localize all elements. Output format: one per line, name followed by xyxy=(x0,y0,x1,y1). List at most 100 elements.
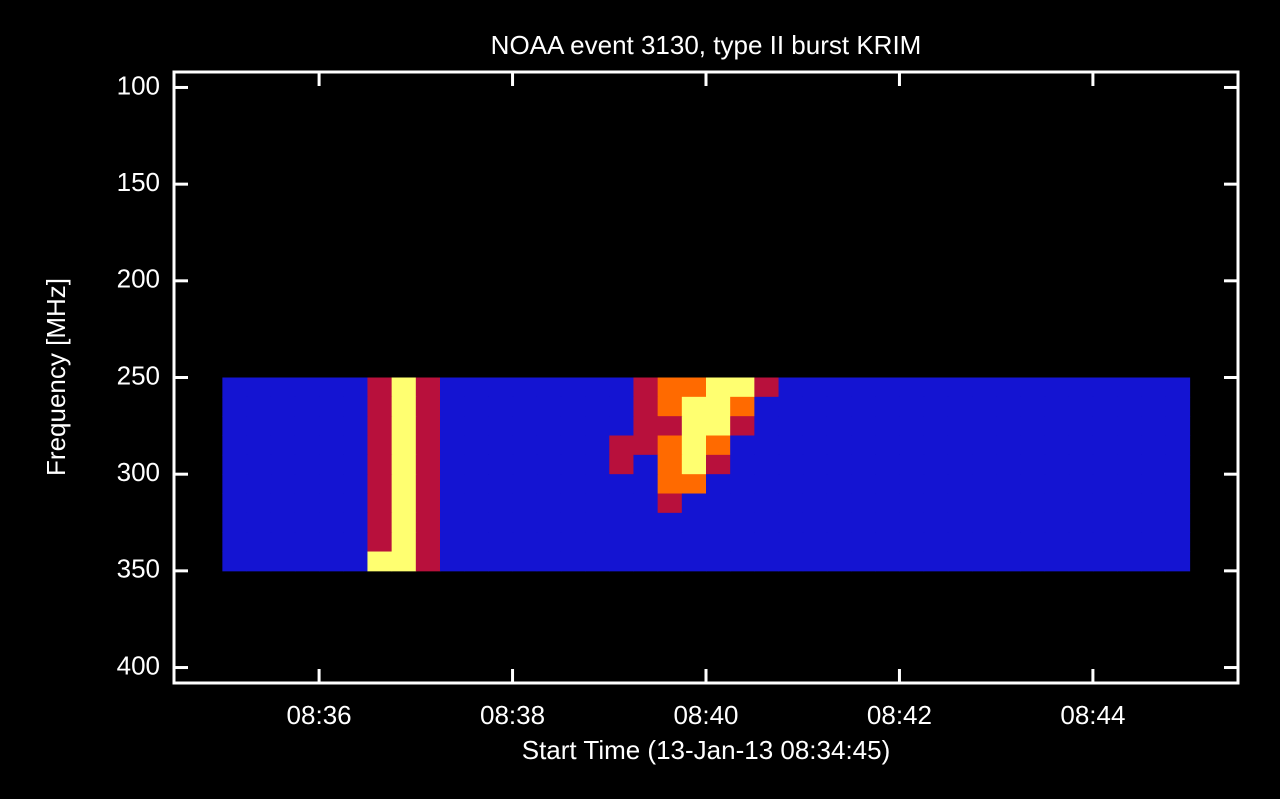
heatmap-cell xyxy=(488,532,514,553)
y-tick-label: 100 xyxy=(117,70,160,100)
heatmap-cell xyxy=(996,396,1021,417)
heatmap-cell xyxy=(464,396,489,417)
heatmap-cell xyxy=(270,377,296,398)
heatmap-cell xyxy=(343,551,368,572)
heatmap-cell xyxy=(367,377,393,398)
heatmap-cell xyxy=(996,532,1021,553)
heatmap-cell xyxy=(972,454,997,475)
heatmap-cell xyxy=(294,512,320,533)
heatmap-cell xyxy=(1117,493,1142,514)
heatmap-cell xyxy=(391,454,417,475)
heatmap-cell xyxy=(585,512,610,533)
heatmap-cell xyxy=(899,551,925,572)
heatmap-cell xyxy=(851,551,876,572)
heatmap-cell xyxy=(1141,493,1166,514)
heatmap-cell xyxy=(512,396,538,417)
heatmap-cell xyxy=(681,532,707,553)
heatmap-cell xyxy=(851,416,876,437)
heatmap-cell xyxy=(730,435,755,456)
heatmap-cell xyxy=(1068,551,1094,572)
heatmap-cell xyxy=(972,474,997,495)
heatmap-cell xyxy=(560,493,586,514)
heatmap-cell xyxy=(415,551,441,572)
heatmap-cell xyxy=(609,474,634,495)
heatmap-cell xyxy=(536,416,562,437)
heatmap-cell xyxy=(1092,377,1118,398)
heatmap-cell xyxy=(706,551,731,572)
heatmap-cell xyxy=(778,435,804,456)
heatmap-cell xyxy=(826,416,852,437)
heatmap-cell xyxy=(1020,512,1046,533)
heatmap-cell xyxy=(294,416,320,437)
heatmap-cell xyxy=(609,435,634,456)
heatmap-cell xyxy=(972,377,997,398)
heatmap-cell xyxy=(391,493,417,514)
heatmap-cell xyxy=(1044,532,1070,553)
heatmap-cell xyxy=(464,493,489,514)
heatmap-cell xyxy=(730,377,755,398)
heatmap-cell xyxy=(391,474,417,495)
heatmap-cell xyxy=(996,474,1021,495)
heatmap-cell xyxy=(536,474,562,495)
heatmap-cell xyxy=(391,396,417,417)
heatmap-cell xyxy=(899,396,925,417)
heatmap-cell xyxy=(826,512,852,533)
heatmap-cell xyxy=(875,435,900,456)
heatmap-cell xyxy=(899,435,925,456)
heatmap-cell xyxy=(1068,377,1094,398)
heatmap-cell xyxy=(1165,396,1191,417)
heatmap-cell xyxy=(294,493,320,514)
heatmap-cell xyxy=(851,454,876,475)
heatmap-cell xyxy=(1092,396,1118,417)
heatmap-cell xyxy=(343,396,368,417)
heatmap-cell xyxy=(270,416,296,437)
heatmap-cell xyxy=(512,551,538,572)
heatmap-cell xyxy=(802,396,828,417)
y-tick-label: 200 xyxy=(117,264,160,294)
heatmap-cell xyxy=(1141,474,1166,495)
heatmap-cell xyxy=(270,454,296,475)
heatmap-cell xyxy=(851,377,876,398)
heatmap-cell xyxy=(754,532,780,553)
heatmap-cell xyxy=(899,474,925,495)
heatmap-cell xyxy=(1020,532,1046,553)
heatmap-cell xyxy=(440,377,465,398)
heatmap-cell xyxy=(536,396,562,417)
heatmap-cell xyxy=(367,551,393,572)
heatmap-cell xyxy=(947,551,973,572)
heatmap-cell xyxy=(996,493,1021,514)
heatmap-cell xyxy=(1165,532,1191,553)
heatmap-cell xyxy=(1117,377,1142,398)
heatmap-cell xyxy=(1092,435,1118,456)
heatmap-cell xyxy=(657,512,683,533)
heatmap-cell xyxy=(246,474,272,495)
heatmap-cell xyxy=(343,493,368,514)
heatmap-cell xyxy=(415,512,441,533)
heatmap-cell xyxy=(222,396,248,417)
heatmap-cell xyxy=(222,474,248,495)
heatmap-cell xyxy=(681,416,707,437)
heatmap-cell xyxy=(512,512,538,533)
heatmap-cell xyxy=(1044,435,1070,456)
heatmap-cell xyxy=(1020,551,1046,572)
heatmap-cell xyxy=(633,512,659,533)
heatmap-cell xyxy=(367,493,393,514)
heatmap-cell xyxy=(778,474,804,495)
heatmap-cell xyxy=(923,474,949,495)
heatmap-cell xyxy=(706,454,731,475)
heatmap-cell xyxy=(319,416,344,437)
heatmap-cell xyxy=(1117,454,1142,475)
heatmap-cell xyxy=(826,435,852,456)
heatmap-cell xyxy=(488,377,514,398)
heatmap-cell xyxy=(319,454,344,475)
heatmap-cell xyxy=(319,551,344,572)
heatmap-cell xyxy=(270,512,296,533)
heatmap-cell xyxy=(585,377,610,398)
heatmap-cell xyxy=(899,416,925,437)
heatmap-cell xyxy=(996,551,1021,572)
heatmap-cell xyxy=(633,435,659,456)
heatmap-cell xyxy=(923,512,949,533)
heatmap-cell xyxy=(730,454,755,475)
heatmap-cell xyxy=(415,396,441,417)
